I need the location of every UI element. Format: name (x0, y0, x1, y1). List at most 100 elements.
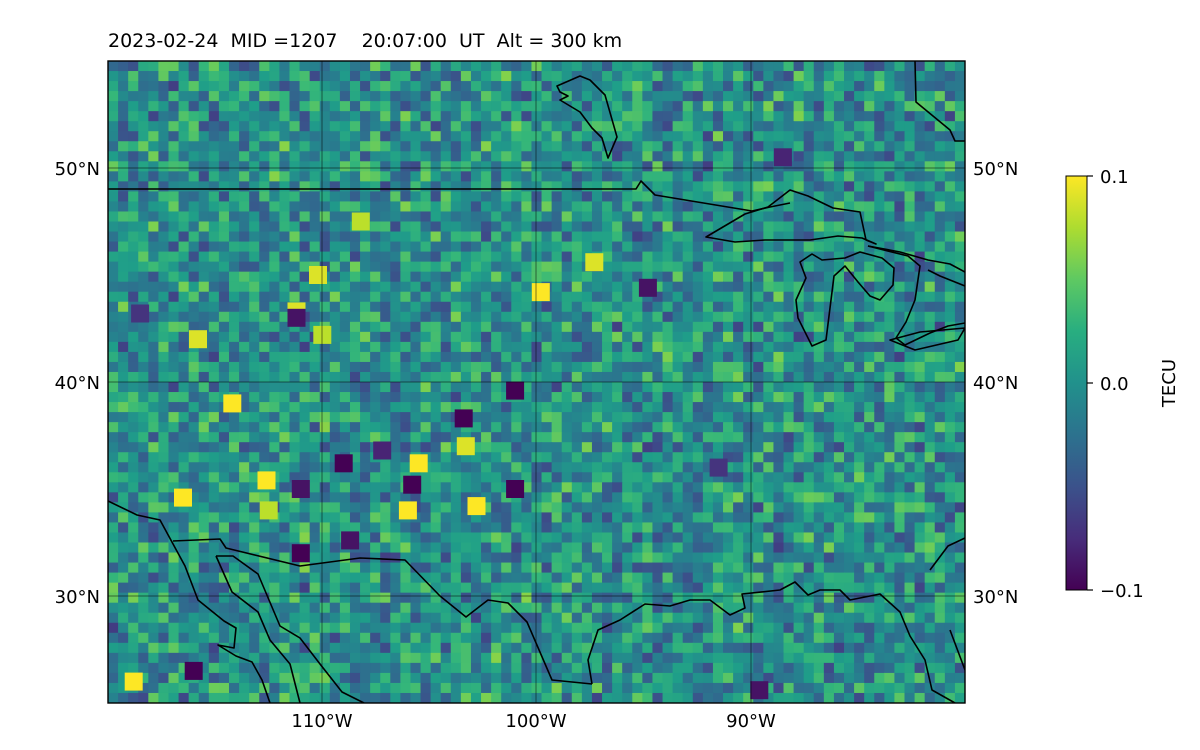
heatmap-cell (400, 71, 412, 82)
heatmap-cell (783, 131, 795, 142)
heatmap-cell (682, 251, 694, 263)
heatmap-cell (692, 642, 704, 654)
heatmap-cell (934, 251, 946, 263)
heatmap-cell (803, 301, 815, 313)
heatmap-cell (662, 482, 674, 493)
heatmap-cell (571, 161, 583, 172)
heatmap-cell (642, 522, 654, 534)
heatmap-cell (803, 502, 815, 514)
heatmap-cell (652, 151, 664, 162)
heatmap-cell (581, 392, 593, 403)
heatmap-cell (420, 562, 432, 574)
heatmap-cell (370, 81, 381, 92)
heatmap-cell (874, 191, 885, 203)
heatmap-cell (783, 91, 795, 102)
heatmap-cell (450, 331, 462, 343)
heatmap-cell (218, 602, 230, 614)
heatmap-cell (854, 241, 865, 253)
heatmap-cell (198, 251, 210, 263)
heatmap-cell (541, 572, 553, 584)
heatmap-cell (954, 321, 965, 333)
heatmap-cell (208, 442, 220, 453)
heatmap-cell (218, 341, 230, 353)
heatmap-cell (864, 121, 875, 132)
heatmap-cell (420, 572, 432, 584)
heatmap-cell (581, 201, 593, 213)
heatmap-cell (581, 81, 593, 92)
heatmap-cell (188, 522, 200, 534)
heatmap-cell (148, 201, 160, 213)
heatmap-cell (228, 612, 240, 624)
heatmap-cell (118, 191, 129, 203)
heatmap-cell (854, 392, 865, 403)
heatmap-cell (753, 522, 764, 534)
heatmap-cell (682, 392, 694, 403)
heatmap-cell (148, 61, 160, 72)
heatmap-cell (712, 311, 724, 323)
heatmap-cell (481, 502, 492, 514)
heatmap-cell (400, 602, 412, 614)
heatmap-cell (803, 392, 815, 403)
heatmap-cell (531, 552, 543, 564)
heatmap-cell (228, 91, 240, 102)
heatmap-cell (370, 382, 381, 393)
heatmap-cell (854, 492, 865, 503)
heatmap-cell (339, 251, 351, 263)
heatmap-cell (612, 111, 623, 122)
heatmap-cell (954, 512, 965, 524)
heatmap-cell (370, 612, 381, 624)
heatmap-cell (138, 231, 149, 243)
heatmap-cell (400, 392, 412, 403)
heatmap-cell (481, 221, 492, 233)
heatmap-cell (118, 181, 129, 193)
heatmap-cell (773, 552, 785, 564)
heatmap-cell (672, 281, 684, 293)
heatmap-cell (218, 632, 230, 644)
heatmap-cell (743, 361, 754, 373)
heatmap-cell (541, 582, 553, 594)
heatmap-cell (723, 271, 734, 283)
heatmap-cell (783, 121, 795, 132)
heatmap-cell (642, 502, 654, 514)
heatmap-cell (400, 492, 412, 503)
heatmap-cell (218, 81, 230, 92)
heatmap-cell (329, 351, 341, 363)
heatmap-cell (178, 632, 190, 644)
heatmap-cell (329, 542, 341, 554)
heatmap-cell (662, 452, 674, 463)
heatmap-cell (591, 101, 603, 112)
heatmap-cell (460, 632, 472, 644)
heatmap-cell (178, 81, 190, 92)
heatmap-cell (400, 61, 412, 72)
heatmap-cell (561, 492, 573, 503)
heatmap-cell (269, 452, 280, 463)
heatmap-cell (218, 502, 230, 514)
heatmap-cell (218, 512, 230, 524)
heatmap-cell (702, 281, 714, 293)
heatmap-cell (924, 201, 936, 213)
heatmap-cell (360, 61, 371, 72)
heatmap-cell (168, 462, 180, 473)
heatmap-cell (208, 632, 220, 644)
heatmap-cell (491, 582, 502, 594)
heatmap-cell (259, 161, 270, 172)
heatmap-cell (450, 101, 462, 112)
heatmap-cell (259, 592, 270, 604)
heatmap-cell (753, 382, 764, 393)
heatmap-cell (602, 642, 613, 654)
heatmap-cell (390, 542, 401, 554)
heatmap-cell (158, 151, 170, 162)
heatmap-cell (400, 562, 412, 574)
heatmap-cell (672, 622, 684, 634)
heatmap-cell (864, 402, 875, 413)
heatmap-cell (944, 612, 956, 624)
heatmap-cell (370, 341, 381, 353)
heatmap-cell (652, 191, 664, 203)
heatmap-cell (783, 502, 795, 514)
heatmap-cell (118, 382, 129, 393)
heatmap-cell (440, 502, 452, 514)
heatmap-cell (773, 321, 785, 333)
heatmap-cell (642, 201, 654, 213)
heatmap-cell (249, 612, 260, 624)
heatmap-cell (198, 311, 210, 323)
